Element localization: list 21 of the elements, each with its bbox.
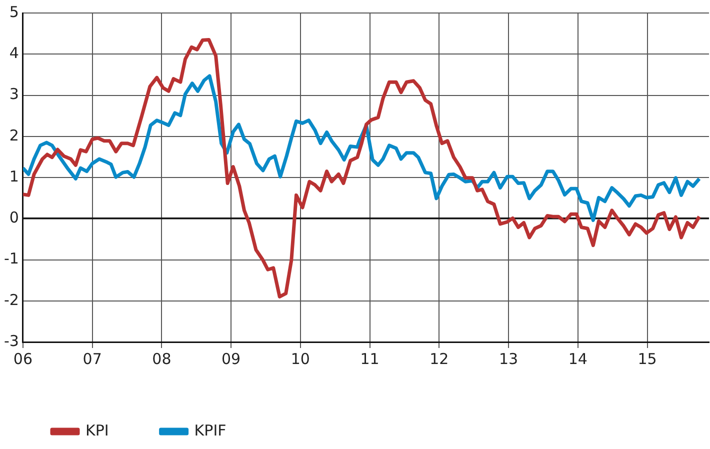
x-tick-label: 11 [360,350,380,368]
y-tick-label: -3 [4,332,19,350]
x-tick-label: 10 [290,350,310,368]
y-tick-label: 1 [9,167,19,186]
legend-label: KPI [86,421,109,440]
y-tick-label: 2 [9,126,19,144]
x-tick-label: 06 [13,350,33,368]
x-tick-label: 08 [152,350,172,368]
x-tick-label: 15 [638,350,657,368]
x-tick-label: 12 [430,350,449,368]
y-tick-label: 4 [9,44,19,62]
y-tick-label: -2 [4,290,19,309]
y-tick-label: 5 [9,2,19,21]
legend-label: KPIF [194,421,226,440]
x-tick-label: 13 [498,350,518,368]
y-tick-label: 0 [9,208,19,227]
x-tick-label: 09 [222,350,241,368]
x-tick-label: 14 [568,350,588,368]
y-tick-label: 3 [9,85,19,104]
x-tick-label: 07 [82,350,102,368]
y-tick-label: -1 [4,250,19,268]
